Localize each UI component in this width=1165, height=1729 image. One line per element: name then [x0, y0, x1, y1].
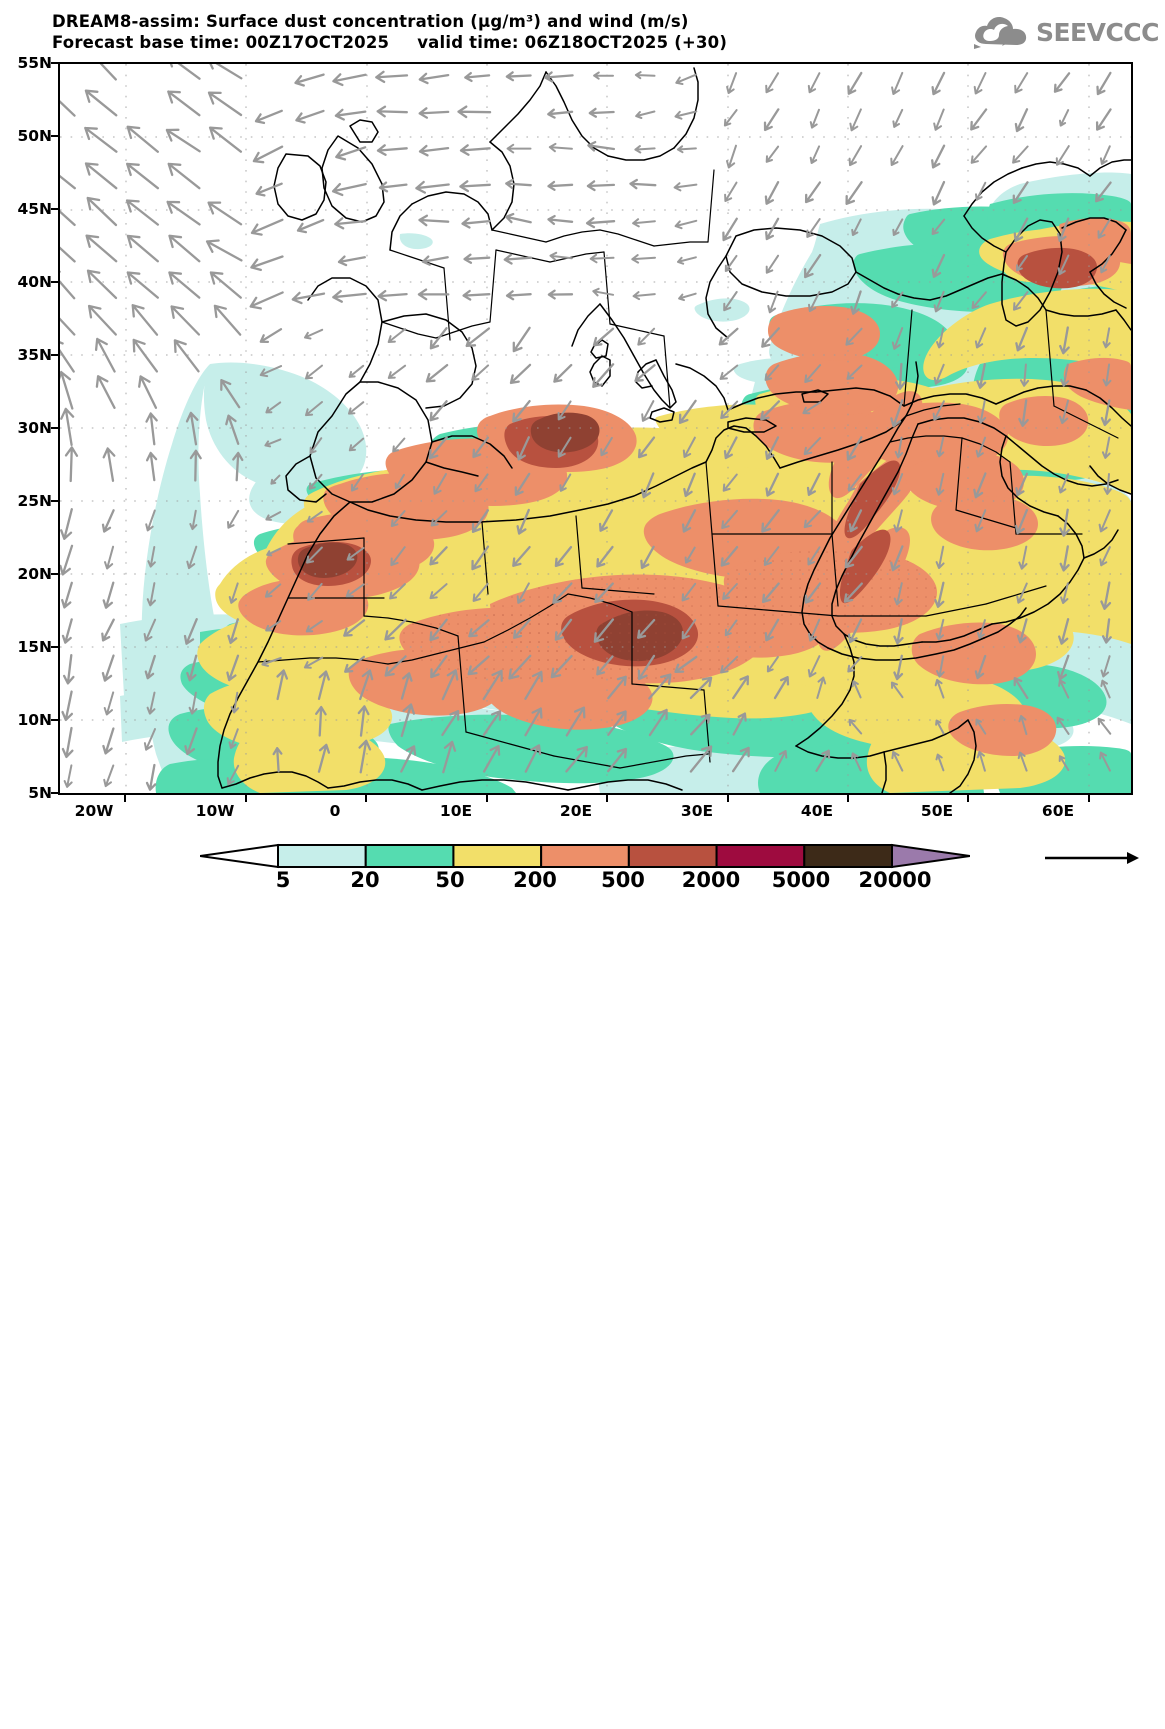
logo-text: SEEVCCC — [1035, 17, 1160, 47]
x-tick-label: 10W — [195, 802, 235, 820]
colorbar-tick: 50 — [435, 868, 465, 892]
y-tick-label: 30N — [17, 419, 52, 437]
colorbar-tick-labels: 5 20 50 200 500 2000 5000 20000 — [200, 868, 990, 898]
dust-concentration-map — [60, 64, 1131, 793]
cloud-icon — [973, 16, 1027, 49]
colorbar-tick: 500 — [601, 868, 645, 892]
forecast-base-time: Forecast base time: 00Z17OCT2025 — [52, 33, 390, 52]
seevccc-logo: SEEVCCC — [972, 12, 1160, 52]
wind-vector-field — [60, 64, 1112, 791]
page-title: DREAM8-assim: Surface dust concentration… — [52, 12, 689, 31]
map-plot-area[interactable] — [58, 62, 1133, 795]
x-tick-label: 60E — [1041, 802, 1075, 820]
forecast-time-line: Forecast base time: 00Z17OCT2025 valid ti… — [52, 33, 727, 52]
y-tick-label: 25N — [17, 492, 52, 510]
y-tick-label: 15N — [17, 638, 52, 656]
colorbar-tick: 5 — [275, 868, 291, 892]
y-tick-label: 40N — [17, 273, 52, 291]
colorbar-tick: 20 — [350, 868, 380, 892]
wind-scale-reference: 20 — [1035, 846, 1155, 892]
coastlines-and-borders — [217, 67, 1131, 793]
x-tick-label: 50E — [920, 802, 954, 820]
x-tick-label: 0 — [329, 802, 341, 820]
y-tick-label: 55N — [17, 54, 52, 72]
colorbar-tick: 2000 — [681, 868, 741, 892]
dust-contour-fill — [120, 172, 1131, 793]
y-tick-label: 45N — [17, 200, 52, 218]
y-tick-label: 5N — [28, 784, 52, 802]
forecast-valid-time: valid time: 06Z18OCT2025 (+30) — [417, 33, 728, 52]
colorbar-tick: 5000 — [771, 868, 831, 892]
y-tick-label: 10N — [17, 711, 52, 729]
y-tick-label: 50N — [17, 127, 52, 145]
x-tick-label: 20E — [559, 802, 593, 820]
y-tick-label: 20N — [17, 565, 52, 583]
y-tick-label: 35N — [17, 346, 52, 364]
x-tick-label: 40E — [800, 802, 834, 820]
x-tick-label: 20W — [74, 802, 114, 820]
header: DREAM8-assim: Surface dust concentration… — [0, 0, 1165, 60]
colorbar-tick: 20000 — [858, 868, 932, 892]
x-tick-label: 30E — [680, 802, 714, 820]
colorbar-bands — [200, 843, 970, 869]
colorbar[interactable] — [200, 843, 970, 869]
wind-arrow-icon — [1045, 852, 1139, 864]
x-tick-label: 10E — [439, 802, 473, 820]
colorbar-tick: 200 — [513, 868, 557, 892]
